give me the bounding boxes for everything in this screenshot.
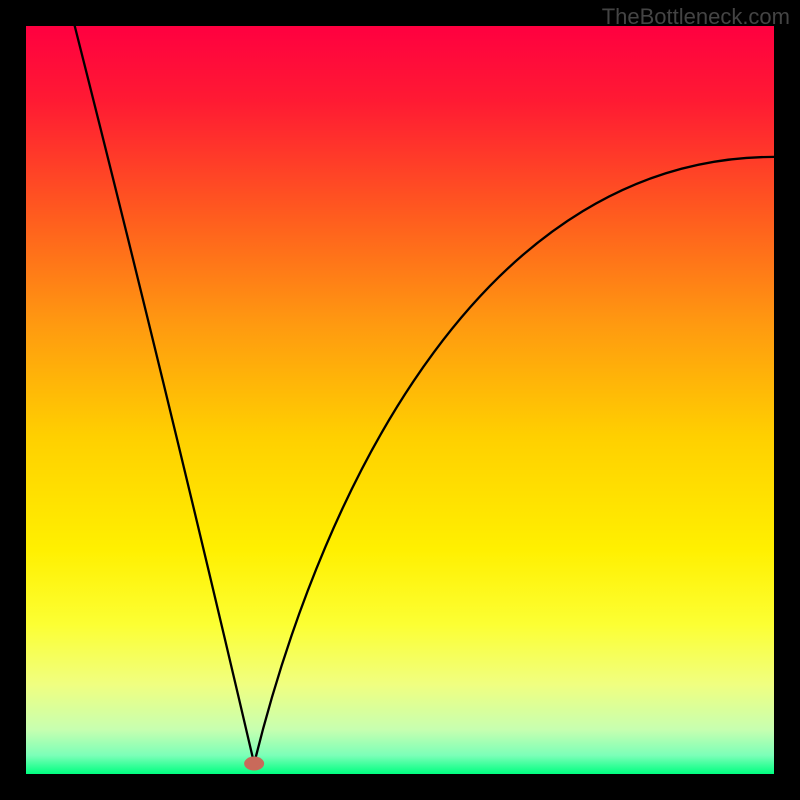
minimum-marker [244,757,264,771]
chart-container: TheBottleneck.com [0,0,800,800]
bottleneck-chart [0,0,800,800]
